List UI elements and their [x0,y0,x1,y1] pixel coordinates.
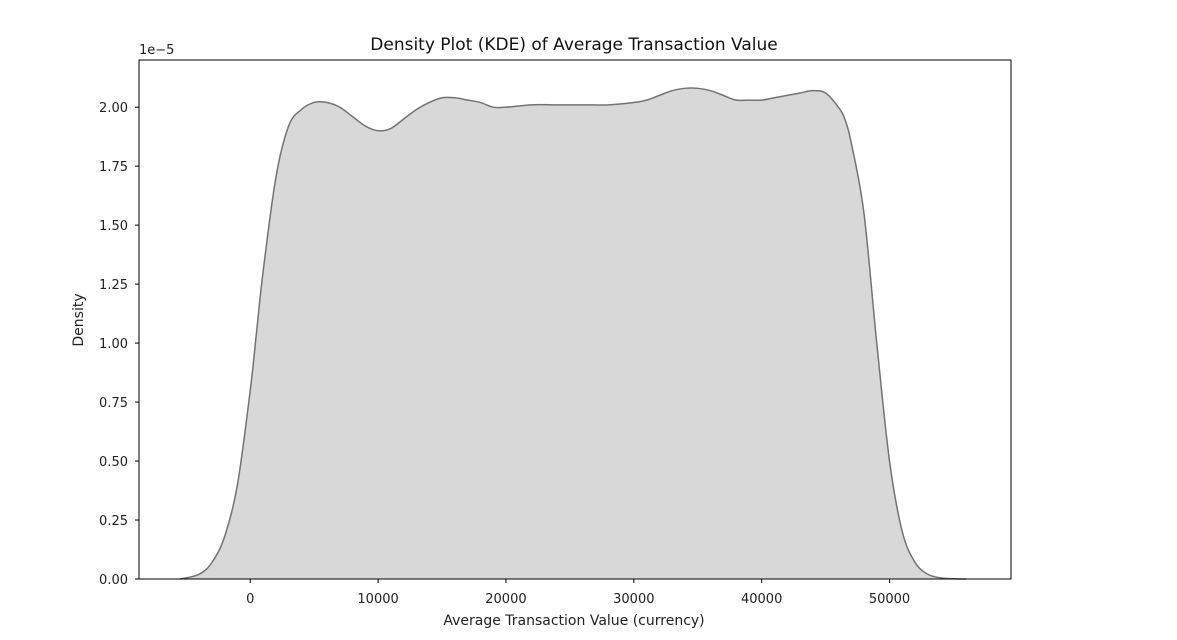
y-tick-label: 0.25 [99,514,128,529]
x-tick-label: 0 [246,592,254,607]
plot-area [179,87,967,580]
y-tick-label: 0.00 [99,573,128,588]
chart-title: Density Plot (KDE) of Average Transactio… [370,35,777,55]
y-tick-label: 1.50 [99,219,128,234]
x-tick-label: 30000 [613,592,654,607]
density-curve-line [179,87,967,580]
y-tick-label: 1.75 [99,160,128,175]
plot-frame [138,59,1012,580]
x-tick-label: 20000 [485,592,526,607]
y-axis: 0.00 0.25 0.50 0.75 1.00 1.25 1.50 1.75 2.00 [99,101,139,588]
x-tick-label: 50000 [869,592,910,607]
y-axis-label: Density [71,293,87,346]
y-tick-label: 0.75 [99,396,128,411]
x-axis-label: Average Transaction Value (currency) [443,613,704,629]
x-tick-label: 40000 [741,592,782,607]
y-tick-label: 1.00 [99,337,128,352]
y-tick-label: 1.25 [99,278,128,293]
y-tick-label: 2.00 [99,101,128,116]
y-axis-offset-text: 1e−5 [139,43,174,58]
x-tick-label: 10000 [357,592,398,607]
x-axis: 0 10000 20000 30000 40000 50000 [246,579,910,607]
density-fill-area [179,88,967,579]
y-tick-label: 0.50 [99,455,128,470]
